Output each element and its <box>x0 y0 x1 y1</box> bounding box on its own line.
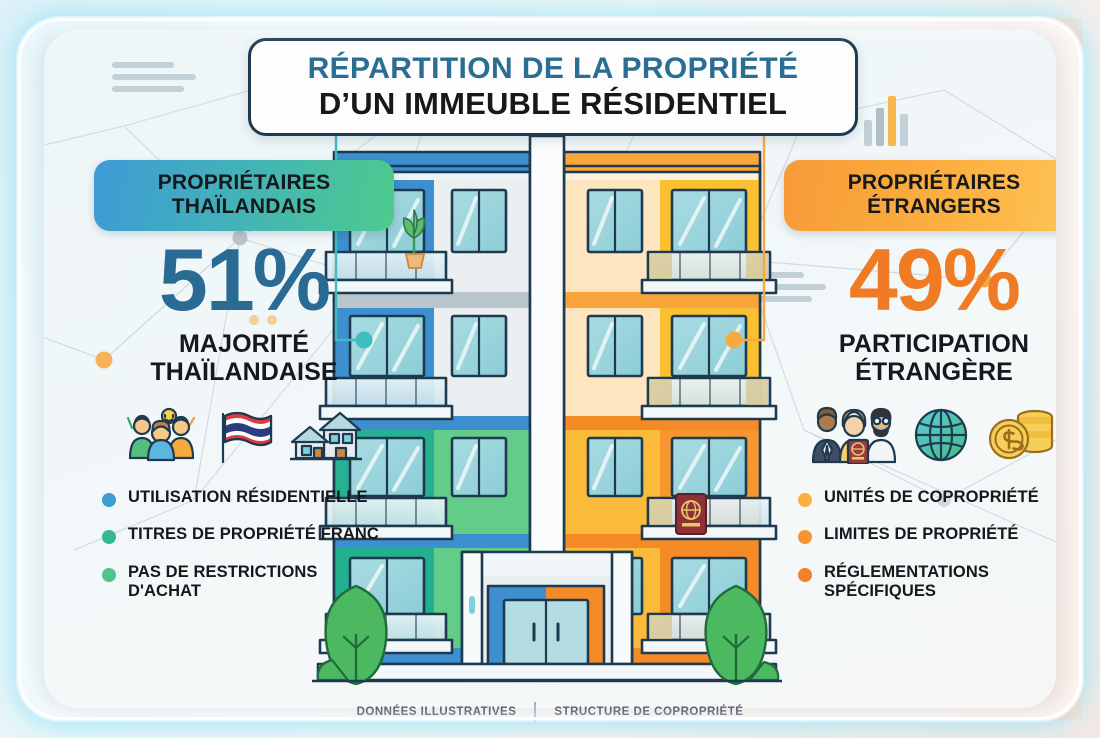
thai-icon-row <box>94 402 394 464</box>
foreign-owners-panel: PROPRIÉTAIRES ÉTRANGERS 49% PARTICIPATIO… <box>784 160 1056 620</box>
list-item: LIMITES DE PROPRIÉTÉ <box>798 525 1056 545</box>
bullet-label: PAS DE RESTRICTIONS D'ACHAT <box>128 562 318 601</box>
bullet-dot <box>102 530 116 545</box>
thai-flag-icon <box>221 411 273 463</box>
thai-bullet-list: UTILISATION RÉSIDENTIELLE TITRES DE PROP… <box>94 488 394 602</box>
thai-percentage: 51% <box>158 230 331 330</box>
title-line-2: D’UN IMMEUBLE RÉSIDENTIEL <box>318 86 788 122</box>
gold-coins-icon <box>988 409 1054 459</box>
bullet-dot <box>798 530 812 545</box>
foreign-sublabel: PARTICIPATION ÉTRANGÈRE <box>838 329 1030 386</box>
list-item: TITRES DE PROPRIÉTÉ FRANC <box>102 525 394 545</box>
residential-building-illustration <box>312 134 782 686</box>
bullet-label: UNITÉS DE COPROPRIÉTÉ <box>824 487 1039 506</box>
thai-owners-panel: PROPRIÉTAIRES THAÏLANDAIS 51% MAJORITÉ T… <box>94 160 394 620</box>
footer-caption: DONNÉES ILLUSTRATIVES STRUCTURE DE COPRO… <box>0 702 1100 722</box>
celebrating-people-icon <box>126 407 196 461</box>
tree-left-icon <box>316 584 388 686</box>
thai-sublabel: MAJORITÉ THAÏLANDAISE <box>150 329 338 386</box>
list-item: PAS DE RESTRICTIONS D'ACHAT <box>102 563 394 602</box>
passport-icon <box>675 493 707 535</box>
globe-icon <box>914 408 968 461</box>
list-item: UNITÉS DE COPROPRIÉTÉ <box>798 488 1056 507</box>
page-title: RÉPARTITION DE LA PROPRIÉTÉ D’UN IMMEUBL… <box>248 38 858 136</box>
bullet-dot <box>798 567 812 582</box>
bullet-label: TITRES DE PROPRIÉTÉ FRANC <box>128 525 379 544</box>
foreign-percentage: 49% <box>848 230 1021 330</box>
footer-right-label: STRUCTURE DE COPROPRIÉTÉ <box>554 706 744 718</box>
houses-icon <box>290 411 362 460</box>
bullet-label: RÉGLEMENTATIONS SPÉCIFIQUES <box>824 562 989 601</box>
bullet-dot <box>798 492 812 507</box>
business-people-passport-icon <box>812 406 896 464</box>
title-line-1: RÉPARTITION DE LA PROPRIÉTÉ <box>307 52 799 86</box>
infographic-card: RÉPARTITION DE LA PROPRIÉTÉ D’UN IMMEUBL… <box>44 30 1056 708</box>
bullet-dot <box>102 492 116 507</box>
balcony-plant-icon <box>402 209 426 269</box>
foreign-owners-badge: PROPRIÉTAIRES ÉTRANGERS <box>784 160 1056 232</box>
list-item: RÉGLEMENTATIONS SPÉCIFIQUES <box>798 563 1056 602</box>
bullet-dot <box>102 567 116 582</box>
list-item: UTILISATION RÉSIDENTIELLE <box>102 488 394 507</box>
bullet-label: LIMITES DE PROPRIÉTÉ <box>824 525 1019 544</box>
footer-separator <box>534 702 537 722</box>
thai-owners-badge: PROPRIÉTAIRES THAÏLANDAIS <box>94 160 394 232</box>
tree-right-icon <box>704 584 780 686</box>
footer-left-label: DONNÉES ILLUSTRATIVES <box>356 706 517 718</box>
bullet-label: UTILISATION RÉSIDENTIELLE <box>128 487 368 506</box>
foreign-bullet-list: UNITÉS DE COPROPRIÉTÉ LIMITES DE PROPRIÉ… <box>784 488 1056 602</box>
foreign-icon-row <box>784 402 1056 464</box>
